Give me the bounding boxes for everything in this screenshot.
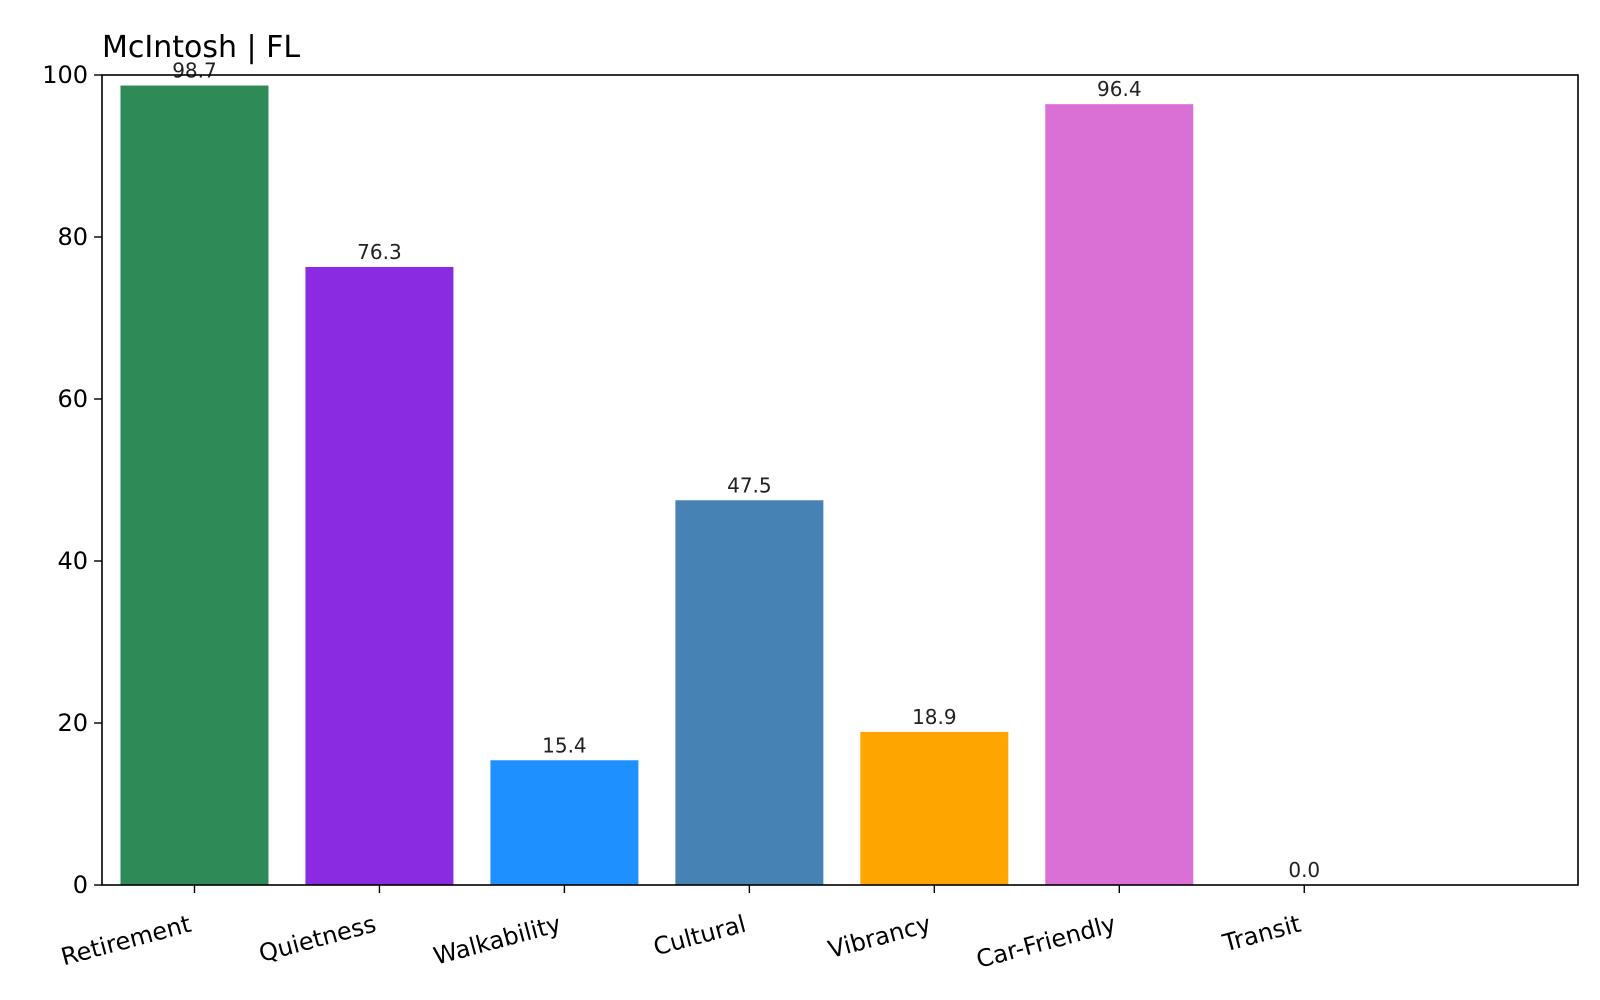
x-tick-label: Transit — [1219, 910, 1304, 958]
y-axis: 0 20 40 60 80 100 — [42, 61, 102, 899]
bar-quietness — [305, 266, 454, 886]
y-tick-label: 100 — [42, 61, 88, 89]
bars-group: 98.7 76.3 15.4 47.5 18.9 96.4 0.0 — [120, 59, 1320, 886]
chart-title: McIntosh | FL — [102, 30, 300, 65]
plot-frame — [101, 74, 1579, 886]
bar-vibrancy — [860, 731, 1009, 885]
bar-retirement — [120, 85, 269, 885]
y-tick-label: 0 — [73, 871, 88, 899]
data-label: 47.5 — [727, 473, 772, 497]
x-tick-label: Vibrancy — [825, 910, 934, 964]
y-tick-label: 60 — [57, 385, 88, 413]
y-tick-label: 80 — [57, 223, 88, 251]
bar-car-friendly — [1045, 104, 1194, 885]
x-tick-label: Cultural — [650, 910, 749, 962]
x-tick-label: Car-Friendly — [973, 910, 1119, 974]
x-tick-label: Retirement — [58, 910, 194, 972]
x-tick-label: Walkability — [431, 910, 564, 971]
bar-walkability — [490, 760, 639, 885]
y-tick-label: 20 — [57, 709, 88, 737]
data-label: 98.7 — [172, 59, 217, 83]
bar-cultural — [675, 500, 824, 885]
data-label: 96.4 — [1097, 77, 1142, 101]
data-label: 15.4 — [542, 733, 587, 757]
data-label: 18.9 — [912, 705, 957, 729]
y-tick-label: 40 — [57, 547, 88, 575]
x-tick-label: Quietness — [256, 910, 379, 968]
data-label: 76.3 — [357, 240, 402, 264]
data-label: 0.0 — [1288, 858, 1320, 882]
x-axis: Retirement Quietness Walkability Cultural Vi… — [58, 885, 1305, 974]
